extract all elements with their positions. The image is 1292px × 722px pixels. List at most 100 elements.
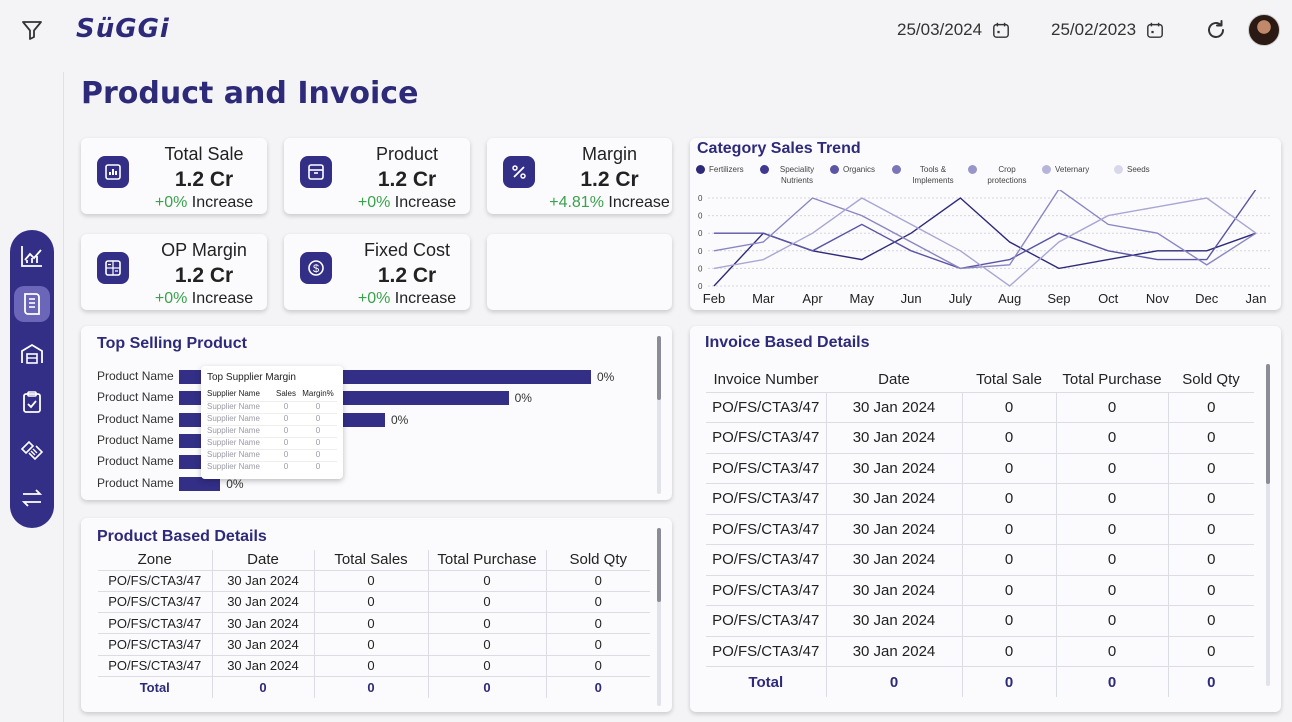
total-cell: 0: [961, 666, 1056, 697]
table-cell: 30 Jan 2024: [825, 513, 962, 545]
table-cell: 0: [313, 654, 428, 677]
table-row[interactable]: PO/FS/CTA3/47 30 Jan 2024 0 0 0: [98, 590, 650, 613]
column-header[interactable]: Sold Qty: [545, 550, 650, 570]
legend-item[interactable]: Veternary: [1042, 164, 1089, 175]
calendar-icon[interactable]: [992, 21, 1010, 39]
column-header[interactable]: Total Purchase: [427, 550, 546, 570]
kpi-title: OP Margin: [161, 240, 247, 260]
kpi-change: +4.81% Increase: [547, 194, 672, 212]
column-header[interactable]: Total Purchase: [1062, 371, 1162, 389]
table-cell: 30 Jan 2024: [211, 612, 314, 634]
scrollbar-thumb[interactable]: [657, 336, 661, 400]
series-line[interactable]: [713, 190, 1257, 270]
kpi-title: Product: [375, 144, 439, 164]
legend-item[interactable]: Seeds: [1114, 164, 1150, 175]
total-cell: 0: [211, 675, 314, 698]
kpi-card-fixed-cost: $ Fixed Cost 1.2 Cr +0% Increase: [284, 234, 470, 310]
bar-label: Product Name: [97, 411, 174, 426]
table-cell: 0: [545, 633, 650, 656]
column-header[interactable]: Zone: [137, 551, 172, 569]
table-row[interactable]: PO/FS/CTA3/47 30 Jan 2024 0 0 0: [706, 544, 1254, 575]
table-row[interactable]: PO/FS/CTA3/47 30 Jan 2024 0 0 0: [98, 569, 650, 592]
table-row[interactable]: PO/FS/CTA3/47 30 Jan 2024 0 0 0: [706, 391, 1254, 423]
column-header[interactable]: Total Sale: [976, 371, 1042, 389]
top-selling-title: Top Selling Product: [97, 335, 247, 352]
column-header[interactable]: Sold Qty: [1182, 371, 1240, 389]
bar[interactable]: [179, 476, 221, 491]
table-cell: 0: [313, 569, 428, 592]
sidebar-item-warehouse[interactable]: [14, 336, 50, 372]
table-row[interactable]: PO/FS/CTA3/47 30 Jan 2024 0 0 0: [98, 654, 650, 677]
bar-chart-icon: [97, 156, 129, 188]
table-row[interactable]: PO/FS/CTA3/47 30 Jan 2024 0 0 0: [706, 605, 1254, 636]
total-cell: 0: [313, 675, 428, 698]
kpi-change: +0% Increase: [141, 194, 267, 212]
table-cell: 30 Jan 2024: [211, 569, 314, 592]
table-cell: 0: [545, 569, 650, 592]
kpi-change-label: Increase: [394, 194, 457, 211]
scrollbar[interactable]: [657, 336, 661, 494]
user-avatar[interactable]: [1248, 14, 1280, 46]
legend-item[interactable]: Organics: [830, 164, 875, 175]
y-tick-label: 0: [698, 282, 703, 291]
sidebar-item-analytics[interactable]: [14, 238, 50, 274]
total-cell: Total: [706, 666, 826, 697]
date-picker-from[interactable]: 25/03/2024: [897, 20, 1010, 40]
date-picker-to[interactable]: 25/02/2023: [1051, 20, 1164, 40]
sidebar-item-tasks[interactable]: [14, 384, 50, 420]
refresh-icon[interactable]: [1204, 18, 1228, 42]
legend-item[interactable]: Speciality Nutrients: [760, 164, 821, 186]
series-line[interactable]: [714, 190, 1257, 270]
kpi-change-pct: +4.81%: [549, 194, 604, 211]
table-cell: 30 Jan 2024: [825, 574, 962, 606]
y-tick-label: 0: [698, 264, 703, 273]
table-row[interactable]: PO/FS/CTA3/47 30 Jan 2024 0 0 0: [706, 452, 1254, 484]
sidebar-item-deals[interactable]: [14, 432, 50, 468]
kpi-change: +0% Increase: [141, 290, 267, 308]
column-header[interactable]: Invoice Number: [713, 371, 819, 389]
table-cell: 0: [1167, 544, 1254, 575]
table-cell: PO/FS/CTA3/47: [706, 483, 826, 514]
legend-swatch: [968, 165, 977, 174]
legend-item[interactable]: Fertilizers: [696, 164, 744, 175]
invoice-details-table: Invoice Number Date Total Sale Total Pur…: [706, 368, 1254, 697]
scrollbar[interactable]: [1266, 364, 1270, 686]
column-header[interactable]: Date: [211, 550, 314, 570]
table-row[interactable]: PO/FS/CTA3/47 30 Jan 2024 0 0 0: [706, 513, 1254, 545]
table-row[interactable]: PO/FS/CTA3/47 30 Jan 2024 0 0 0: [98, 612, 650, 634]
x-tick-label: May: [850, 291, 875, 306]
tooltip-cell: 0: [283, 438, 289, 447]
bar-label: Product Name: [97, 454, 174, 469]
scrollbar-thumb[interactable]: [657, 528, 661, 602]
table-cell: 0: [427, 633, 546, 656]
kpi-value: 1.2 Cr: [174, 264, 234, 287]
calendar-icon[interactable]: [1146, 21, 1164, 39]
legend-item[interactable]: Crop protections: [968, 164, 1033, 186]
bar-value-label: 0%: [391, 412, 409, 427]
sidebar-item-transfers[interactable]: [14, 480, 50, 516]
scrollbar[interactable]: [657, 528, 661, 706]
x-tick-label: July: [949, 291, 973, 306]
table-cell: PO/FS/CTA3/47: [706, 605, 826, 636]
tooltip-title: Top Supplier Margin: [207, 372, 296, 383]
legend-label: Fertilizers: [709, 165, 744, 174]
table-row[interactable]: PO/FS/CTA3/47 30 Jan 2024 0 0 0: [98, 633, 650, 656]
column-header[interactable]: Total Sales: [313, 550, 428, 570]
series-line[interactable]: [713, 197, 1257, 287]
tooltip-cell: Supplier Name: [207, 414, 260, 423]
filter-icon[interactable]: [20, 18, 44, 42]
table-row[interactable]: PO/FS/CTA3/47 30 Jan 2024 0 0 0: [706, 574, 1254, 606]
table-cell: PO/FS/CTA3/47: [98, 612, 212, 634]
legend-item[interactable]: Tools & Implements: [892, 164, 961, 186]
archive-icon: [300, 156, 332, 188]
column-header[interactable]: Date: [878, 371, 910, 389]
table-row[interactable]: PO/FS/CTA3/47 30 Jan 2024 0 0 0: [706, 422, 1254, 453]
kpi-change-pct: +0%: [357, 290, 391, 307]
table-row[interactable]: PO/FS/CTA3/47 30 Jan 2024 0 0 0: [706, 635, 1254, 667]
sidebar-item-documents[interactable]: [14, 286, 50, 322]
table-row[interactable]: PO/FS/CTA3/47 30 Jan 2024 0 0 0: [706, 483, 1254, 514]
top-bar: SüGGi 25/03/2024 25/02/2023: [0, 0, 1292, 62]
table-cell: PO/FS/CTA3/47: [98, 633, 212, 656]
scrollbar-thumb[interactable]: [1266, 364, 1270, 484]
